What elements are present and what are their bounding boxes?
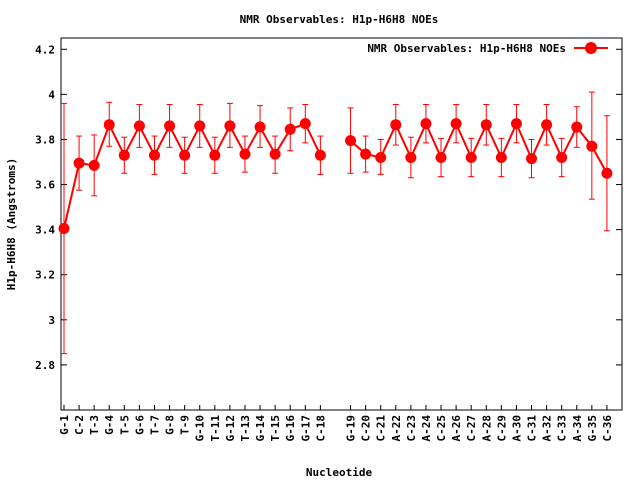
x-tick-label: C-23	[405, 415, 418, 442]
data-point	[118, 149, 130, 161]
data-point	[375, 151, 387, 163]
data-point	[179, 149, 191, 161]
x-tick-label: T-5	[118, 415, 131, 435]
x-tick-label: C-27	[465, 415, 478, 442]
x-tick-label: A-28	[480, 415, 493, 442]
x-tick-label: C-18	[314, 415, 327, 442]
legend-marker	[585, 42, 597, 54]
data-point	[194, 120, 206, 132]
data-point	[299, 118, 311, 130]
data-point	[390, 119, 402, 131]
data-point	[360, 148, 372, 160]
data-point	[435, 151, 447, 163]
x-tick-label: T-9	[179, 415, 192, 435]
x-tick-label: G-14	[254, 415, 267, 442]
data-point	[465, 151, 477, 163]
series-points	[58, 118, 613, 235]
x-tick-label: G-6	[133, 415, 146, 435]
data-point	[345, 135, 357, 147]
data-point	[133, 120, 145, 132]
data-point	[510, 118, 522, 130]
x-tick-label: G-8	[164, 415, 177, 435]
x-tick-label: T-3	[88, 415, 101, 435]
x-tick-label: A-32	[541, 415, 554, 442]
data-point	[450, 118, 462, 130]
data-point	[601, 167, 613, 179]
data-point	[586, 140, 598, 152]
x-tick-label: C-25	[435, 415, 448, 442]
x-tick-label: A-34	[571, 415, 584, 442]
data-point	[541, 119, 553, 131]
x-tick-label: A-26	[450, 415, 463, 442]
x-tick-label: G-12	[224, 415, 237, 442]
x-tick-label: C-36	[601, 415, 614, 442]
y-axis: 2.8 3 3.2 3.4 3.6 3.8 4 4.2	[35, 43, 622, 372]
data-point	[480, 119, 492, 131]
x-tick-label: C-29	[495, 415, 508, 442]
data-point	[164, 120, 176, 132]
data-point	[239, 148, 251, 160]
data-point	[224, 120, 236, 132]
x-tick-label: G-10	[194, 415, 207, 442]
x-tick-label: G-17	[299, 415, 312, 442]
x-tick-label: G-16	[284, 415, 297, 442]
y-tick-label: 4	[48, 88, 55, 101]
x-tick-label: T-15	[269, 415, 282, 442]
x-axis: G-1 C-2 T-3 G-4 T-5 G-6 T-7 G-8 T-9 G-10 T-11 G-12 T…	[58, 405, 614, 442]
x-tick-label: A-22	[390, 415, 403, 442]
data-point	[405, 151, 417, 163]
series-error-bars	[61, 91, 610, 355]
y-tick-label: 3.8	[35, 133, 55, 146]
x-tick-label: T-7	[148, 415, 161, 435]
data-point	[284, 123, 296, 135]
x-tick-label: C-33	[556, 415, 569, 442]
x-tick-label: C-2	[73, 415, 86, 435]
data-point	[58, 223, 70, 235]
x-tick-label: G-19	[345, 415, 358, 442]
series-line	[63, 122, 322, 229]
x-tick-label: C-31	[526, 415, 539, 442]
legend: NMR Observables: H1p-H6H8 NOEs	[367, 42, 608, 55]
chart-title: NMR Observables: H1p-H6H8 NOEs	[240, 13, 439, 26]
x-tick-label: G-35	[586, 415, 599, 442]
x-tick-label: T-13	[239, 415, 252, 442]
data-point	[254, 121, 266, 133]
y-tick-label: 3.2	[35, 269, 55, 282]
x-tick-label: C-21	[375, 415, 388, 442]
data-point	[571, 121, 583, 133]
plot-area-frame	[60, 37, 623, 411]
x-tick-label: A-24	[420, 415, 433, 442]
data-point	[209, 149, 221, 161]
x-tick-label: G-1	[58, 415, 71, 435]
series-line	[349, 121, 608, 174]
y-tick-label: 3	[48, 314, 55, 327]
data-point	[314, 149, 326, 161]
legend-label: NMR Observables: H1p-H6H8 NOEs	[367, 42, 566, 55]
data-point	[420, 118, 432, 130]
x-tick-label: T-11	[209, 415, 222, 442]
data-point	[103, 119, 115, 131]
y-tick-label: 4.2	[35, 43, 55, 56]
x-tick-label: C-20	[360, 415, 373, 442]
data-point	[495, 151, 507, 163]
data-point	[73, 157, 85, 169]
x-axis-label: Nucleotide	[306, 466, 373, 479]
data-point	[269, 148, 281, 160]
x-tick-label: G-4	[103, 415, 116, 435]
y-tick-label: 2.8	[35, 359, 55, 372]
data-point	[556, 151, 568, 163]
data-point	[526, 153, 538, 165]
x-tick-label: A-30	[510, 415, 523, 442]
y-tick-label: 3.6	[35, 179, 55, 192]
data-point	[88, 159, 100, 171]
y-axis-label: H1p-H6H8 (Angstroms)	[5, 158, 18, 290]
series-lines	[63, 121, 608, 229]
data-point	[148, 149, 160, 161]
y-tick-label: 3.4	[35, 224, 55, 237]
